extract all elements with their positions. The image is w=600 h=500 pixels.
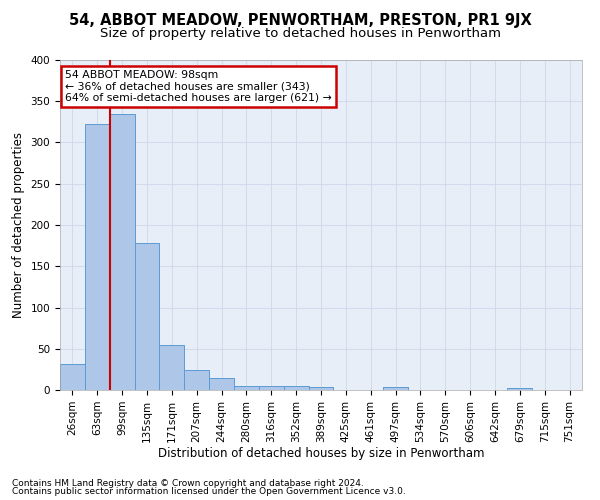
Bar (60, 364, 85, 390)
Bar (134, 243, 160, 390)
Y-axis label: Number of detached properties: Number of detached properties (12, 132, 25, 318)
Bar (85, 124, 110, 390)
Text: 54, ABBOT MEADOW, PENWORTHAM, PRESTON, PR1 9JX: 54, ABBOT MEADOW, PENWORTHAM, PRESTON, P… (68, 12, 532, 28)
Bar (110, 114, 134, 390)
Text: Size of property relative to detached houses in Penwortham: Size of property relative to detached ho… (100, 28, 500, 40)
Bar (508, 388, 532, 390)
Bar (209, 378, 234, 390)
X-axis label: Distribution of detached houses by size in Penwortham: Distribution of detached houses by size … (158, 448, 484, 460)
Bar (234, 386, 259, 390)
Text: Contains public sector information licensed under the Open Government Licence v3: Contains public sector information licen… (12, 487, 406, 496)
Bar (308, 386, 334, 390)
Text: Contains HM Land Registry data © Crown copyright and database right 2024.: Contains HM Land Registry data © Crown c… (12, 478, 364, 488)
Bar (383, 386, 408, 390)
Bar (184, 370, 209, 390)
Bar (259, 386, 284, 390)
Text: 54 ABBOT MEADOW: 98sqm
← 36% of detached houses are smaller (343)
64% of semi-de: 54 ABBOT MEADOW: 98sqm ← 36% of detached… (65, 70, 332, 103)
Bar (284, 386, 308, 390)
Bar (160, 344, 184, 390)
